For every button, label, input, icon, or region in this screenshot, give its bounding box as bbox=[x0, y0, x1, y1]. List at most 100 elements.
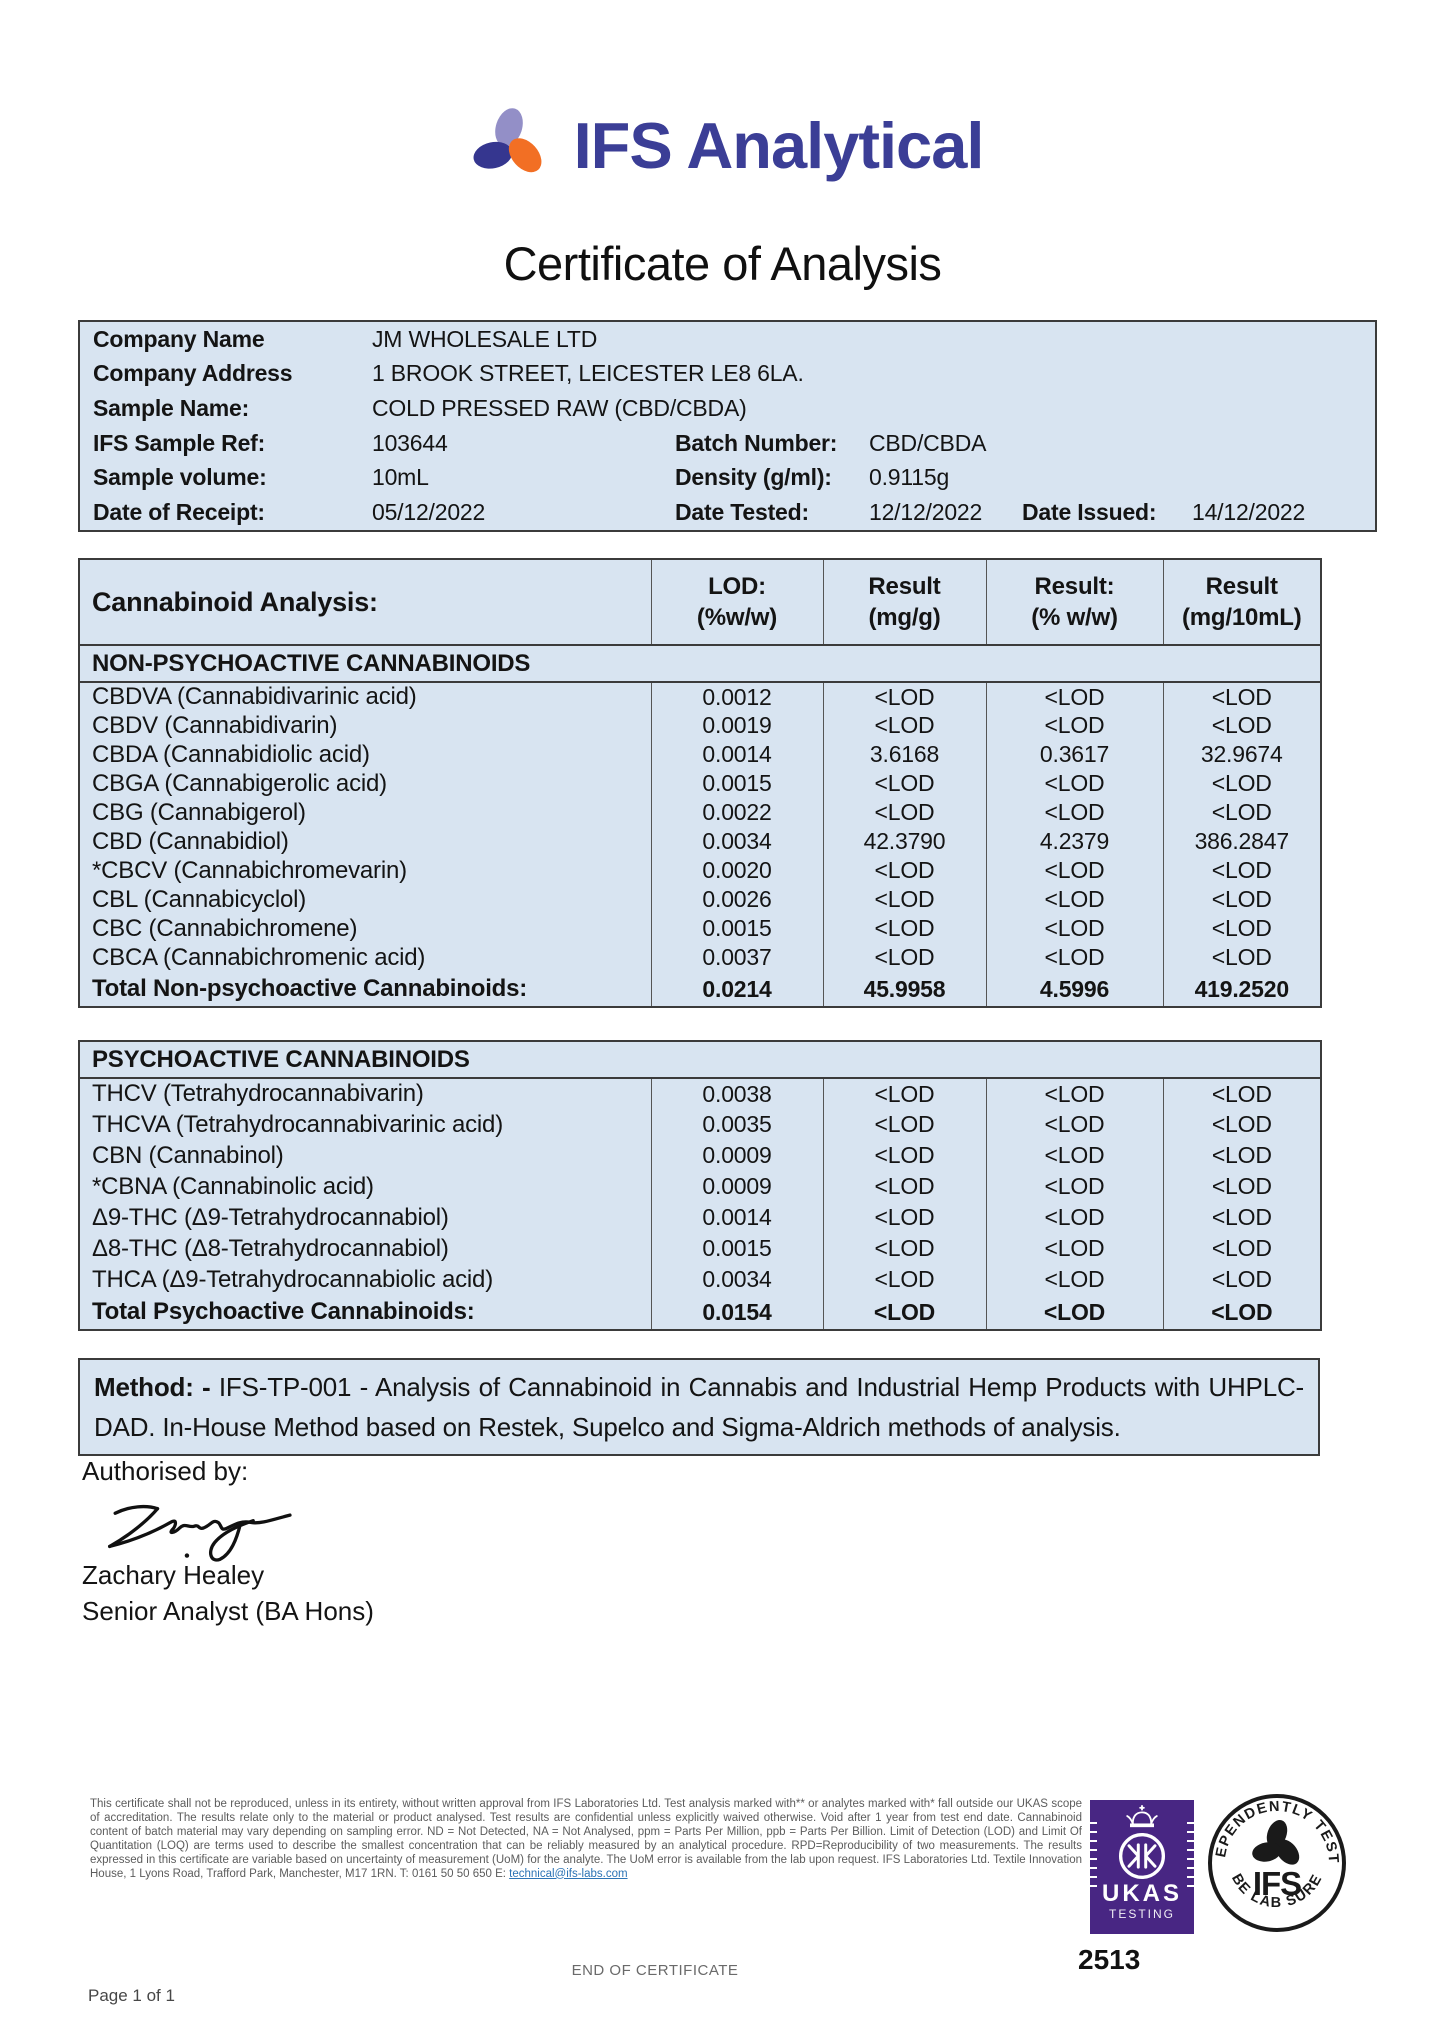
analyte-row: *CBCV (Cannabichromevarin) 0.0020 <LOD <LOD… bbox=[79, 856, 1321, 885]
result-value: <LOD bbox=[822, 798, 986, 827]
result-value: <LOD bbox=[1162, 682, 1321, 711]
sample-name-value: COLD PRESSED RAW (CBD/CBDA) bbox=[372, 395, 747, 422]
col-mgg-line1: Result bbox=[868, 573, 941, 600]
result-value: <LOD bbox=[822, 1264, 986, 1295]
result-value: <LOD bbox=[1162, 1140, 1322, 1171]
company-address-label: Company Address bbox=[93, 360, 293, 387]
company-name-value: JM WHOLESALE LTD bbox=[372, 325, 598, 352]
result-value: 0.0035 bbox=[650, 1109, 823, 1140]
analyte-name: *CBNA (Cannabinolic acid) bbox=[92, 1172, 374, 1200]
date-tested-value: 12/12/2022 bbox=[869, 499, 983, 526]
result-value: 0.0009 bbox=[650, 1171, 823, 1202]
batch-number-value: CBD/CBDA bbox=[869, 429, 987, 456]
col-result-pct: Result: (% w/w) bbox=[985, 559, 1163, 646]
date-receipt-label: Date of Receipt: bbox=[93, 499, 265, 526]
analyst-name: Zachary Healey bbox=[82, 1560, 265, 1590]
analysis-title: Cannabinoid Analysis: bbox=[79, 559, 651, 646]
result-value: <LOD bbox=[985, 856, 1163, 885]
col-lod-line2: (%w/w) bbox=[696, 604, 778, 631]
signature-image bbox=[108, 1504, 292, 1562]
analyte-name: THCVA (Tetrahydrocannabivarinic acid) bbox=[92, 1110, 503, 1138]
analyst-role: Senior Analyst (BA Hons) bbox=[82, 1596, 374, 1626]
analyte-row: CBCA (Cannabichromenic acid) 0.0037 <LOD <L… bbox=[79, 943, 1321, 972]
result-value: 0.0019 bbox=[650, 711, 823, 740]
result-value: 45.9958 bbox=[822, 972, 986, 1007]
batch-number-label: Batch Number: bbox=[675, 429, 838, 456]
psychoactive-heading: PSYCHOACTIVE CANNABINOIDS bbox=[79, 1041, 1322, 1079]
col-lod-line1: LOD: bbox=[708, 573, 766, 600]
analyte-name: CBDVA (Cannabidivarinic acid) bbox=[92, 683, 417, 710]
analyte-name: CBC (Cannabichromene) bbox=[92, 914, 358, 942]
result-value: <LOD bbox=[985, 1078, 1163, 1109]
page-number: Page 1 of 1 bbox=[88, 1986, 175, 2005]
result-value: <LOD bbox=[985, 769, 1163, 798]
analyte-row: CBD (Cannabidiol) 0.0034 42.3790 4.2379 386.… bbox=[79, 827, 1321, 856]
analyte-name: CBCA (Cannabichromenic acid) bbox=[92, 943, 426, 971]
total-label: Total Non-psychoactive Cannabinoids: bbox=[92, 975, 528, 1002]
total-label: Total Psychoactive Cannabinoids: bbox=[92, 1298, 475, 1325]
method-box: Method: - IFS-TP-001 - Analysis of Canna… bbox=[78, 1358, 1320, 1456]
brand-name: IFS Analytical bbox=[573, 108, 985, 182]
col-result-mg10: Result (mg/10mL) bbox=[1162, 559, 1321, 646]
sample-info-table: Company Name JM WHOLESALE LTD Company Ad… bbox=[78, 320, 1377, 532]
result-value: <LOD bbox=[1162, 856, 1321, 885]
result-value: 4.5996 bbox=[985, 972, 1163, 1007]
sample-volume-value: 10mL bbox=[372, 464, 429, 491]
date-tested-label: Date Tested: bbox=[675, 499, 809, 526]
result-value: 0.0026 bbox=[650, 885, 823, 914]
result-value: 0.0009 bbox=[650, 1140, 823, 1171]
result-value: <LOD bbox=[1162, 1295, 1322, 1330]
result-value: <LOD bbox=[1162, 1109, 1322, 1140]
density-label: Density (g/ml): bbox=[675, 464, 832, 491]
ifs-trefoil-logo-icon bbox=[473, 108, 542, 173]
result-value: 0.0015 bbox=[650, 1233, 823, 1264]
method-text: IFS-TP-001 - Analysis of Cannabinoid in … bbox=[94, 1372, 1304, 1442]
ifs-sample-ref-value: 103644 bbox=[372, 429, 448, 456]
ukas-double-k-icon bbox=[1118, 1832, 1166, 1880]
result-value: <LOD bbox=[1162, 1264, 1322, 1295]
method-label: Method: - bbox=[94, 1372, 211, 1402]
result-value: <LOD bbox=[985, 1295, 1163, 1330]
company-name-label: Company Name bbox=[93, 325, 265, 352]
col-result-mgg: Result (mg/g) bbox=[822, 559, 986, 646]
page-title: Certificate of Analysis bbox=[503, 237, 942, 290]
date-issued-value: 14/12/2022 bbox=[1192, 499, 1306, 526]
result-value: <LOD bbox=[985, 798, 1163, 827]
total-row: Total Psychoactive Cannabinoids: 0.0154 <L… bbox=[79, 1295, 1322, 1330]
analyte-row: *CBNA (Cannabinolic acid) 0.0009 <LOD <LOD <… bbox=[79, 1171, 1322, 1202]
ukas-testing-logo: UKAS TESTING bbox=[1090, 1800, 1194, 1934]
result-value: 0.0012 bbox=[650, 682, 823, 711]
result-value: 3.6168 bbox=[822, 740, 986, 769]
company-address-value: 1 BROOK STREET, LEICESTER LE8 6LA. bbox=[372, 360, 804, 387]
analyte-name: CBG (Cannabigerol) bbox=[92, 798, 306, 826]
date-issued-label: Date Issued: bbox=[1022, 499, 1157, 526]
col-mgg-line2: (mg/g) bbox=[868, 604, 941, 631]
result-value: 0.0015 bbox=[650, 914, 823, 943]
technical-email-link[interactable]: technical@ifs-labs.com bbox=[509, 1867, 628, 1880]
analyte-row: CBDA (Cannabidiolic acid) 0.0014 3.6168 0.3… bbox=[79, 740, 1321, 769]
analyte-row: THCVA (Tetrahydrocannabivarinic acid) 0.0… bbox=[79, 1109, 1322, 1140]
ukas-wordmark: UKAS bbox=[1101, 1880, 1182, 1907]
disclaimer-text: This certificate shall not be reproduced… bbox=[90, 1798, 1082, 1881]
analyte-row: THCV (Tetrahydrocannabivarin) 0.0038 <LOD <… bbox=[79, 1078, 1322, 1109]
authorised-by-label: Authorised by: bbox=[82, 1456, 249, 1486]
result-value: <LOD bbox=[1162, 798, 1321, 827]
sample-volume-label: Sample volume: bbox=[93, 464, 267, 491]
ukas-ruler-ticks-left-icon bbox=[1090, 1822, 1097, 1894]
disclaimer-body: This certificate shall not be reproduced… bbox=[90, 1798, 1082, 1880]
analyte-row: CBL (Cannabicyclol) 0.0026 <LOD <LOD <LOD bbox=[79, 885, 1321, 914]
result-value: 0.0034 bbox=[650, 827, 823, 856]
crown-icon bbox=[1126, 1805, 1158, 1828]
ukas-testing-label: TESTING bbox=[1108, 1907, 1175, 1921]
result-value: <LOD bbox=[1162, 711, 1321, 740]
col-pct-line1: Result: bbox=[1034, 573, 1115, 600]
result-value: 0.0038 bbox=[650, 1078, 823, 1109]
brand-header: IFS Analytical bbox=[0, 104, 1445, 186]
analyte-row: CBDVA (Cannabidivarinic acid) 0.0012 <LOD <… bbox=[79, 682, 1321, 711]
col-pct-line2: (% w/w) bbox=[1031, 604, 1118, 631]
result-value: 0.0015 bbox=[650, 769, 823, 798]
result-value: 4.2379 bbox=[985, 827, 1163, 856]
result-value: <LOD bbox=[822, 769, 986, 798]
result-value: <LOD bbox=[1162, 1078, 1322, 1109]
